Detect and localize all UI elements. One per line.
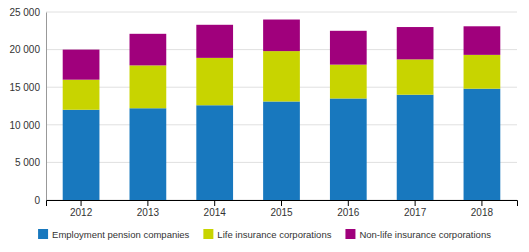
- legend-item: Non-life insurance corporations: [345, 229, 491, 240]
- x-tick: 2016: [337, 200, 360, 218]
- legend-swatch: [38, 229, 48, 239]
- plot: 05 00010 00015 00020 00025 0002012201320…: [9, 7, 517, 218]
- x-tick: 2014: [204, 200, 227, 218]
- bar: [330, 65, 367, 99]
- x-tick-mark: [147, 200, 148, 206]
- bar: [330, 98, 367, 200]
- bars: [63, 20, 501, 200]
- bar: [464, 26, 501, 55]
- x-tick-mark: [415, 200, 416, 206]
- y-axis: 0 5 000 10 000 15 000 20 000 25 000: [9, 7, 46, 206]
- x-tick: 2017: [404, 200, 427, 218]
- x-tick-mark: [81, 200, 82, 206]
- bar: [63, 110, 100, 200]
- x-tick-mark: [214, 200, 215, 206]
- y-tick: 10 000: [9, 120, 46, 131]
- x-tick-mark: [348, 200, 349, 206]
- y-tick-label: 20 000: [9, 44, 40, 55]
- bar: [196, 105, 233, 200]
- x-tick: 2018: [471, 200, 494, 218]
- x-tick: 2012: [70, 200, 93, 218]
- y-tick: 15 000: [9, 82, 46, 93]
- bar-series: [63, 89, 501, 200]
- legend: Employment pension companies Life insuran…: [38, 229, 491, 240]
- x-tick-label: 2013: [137, 207, 160, 218]
- legend-label: Life insurance corporations: [217, 229, 331, 240]
- bar: [63, 50, 100, 80]
- y-axis-line: [46, 13, 47, 201]
- y-tick: 0: [34, 195, 46, 206]
- legend-label: Non-life insurance corporations: [359, 229, 491, 240]
- y-tick-label: 25 000: [9, 7, 40, 18]
- bar: [397, 59, 434, 94]
- bar: [330, 31, 367, 65]
- x-axis: 2012 2013 2014 2015 2016 2017 2018: [47, 200, 518, 218]
- legend-item: Life insurance corporations: [203, 229, 331, 240]
- y-tick: 5 000: [15, 157, 46, 168]
- bar: [130, 65, 167, 108]
- x-tick-mark: [281, 200, 282, 206]
- x-tick: 2015: [270, 200, 293, 218]
- y-tick: 20 000: [9, 44, 46, 55]
- x-tick-label: 2012: [70, 207, 93, 218]
- bar-series: [63, 20, 501, 80]
- bar: [196, 25, 233, 58]
- x-tick-label: 2015: [270, 207, 293, 218]
- y-tick-label: 15 000: [9, 82, 40, 93]
- x-axis-line: [47, 201, 518, 207]
- y-tick-label: 5 000: [15, 157, 40, 168]
- bar: [263, 101, 300, 200]
- grid: [46, 12, 517, 200]
- legend-item: Employment pension companies: [38, 229, 190, 240]
- bar: [397, 95, 434, 200]
- x-tick-label: 2016: [337, 207, 360, 218]
- bar-series: [63, 51, 501, 110]
- x-tick: 2013: [137, 200, 160, 218]
- bar: [130, 108, 167, 200]
- x-tick-label: 2018: [471, 207, 494, 218]
- y-tick: 25 000: [9, 7, 46, 18]
- bar: [130, 34, 167, 66]
- y-tick-label: 0: [34, 195, 40, 206]
- x-tick-label: 2017: [404, 207, 427, 218]
- bar: [464, 55, 501, 89]
- bar: [196, 58, 233, 105]
- bar: [63, 80, 100, 110]
- legend-swatch: [345, 229, 355, 239]
- bar: [263, 51, 300, 101]
- chart: 05 00010 00015 00020 00025 0002012201320…: [0, 0, 529, 252]
- x-tick-mark: [481, 200, 482, 206]
- bar: [464, 89, 501, 200]
- bar: [397, 27, 434, 59]
- legend-swatch: [203, 229, 213, 239]
- grid-line: [46, 12, 517, 13]
- bar: [263, 20, 300, 52]
- y-tick-label: 10 000: [9, 120, 40, 131]
- x-tick-label: 2014: [204, 207, 227, 218]
- legend-label: Employment pension companies: [52, 229, 190, 240]
